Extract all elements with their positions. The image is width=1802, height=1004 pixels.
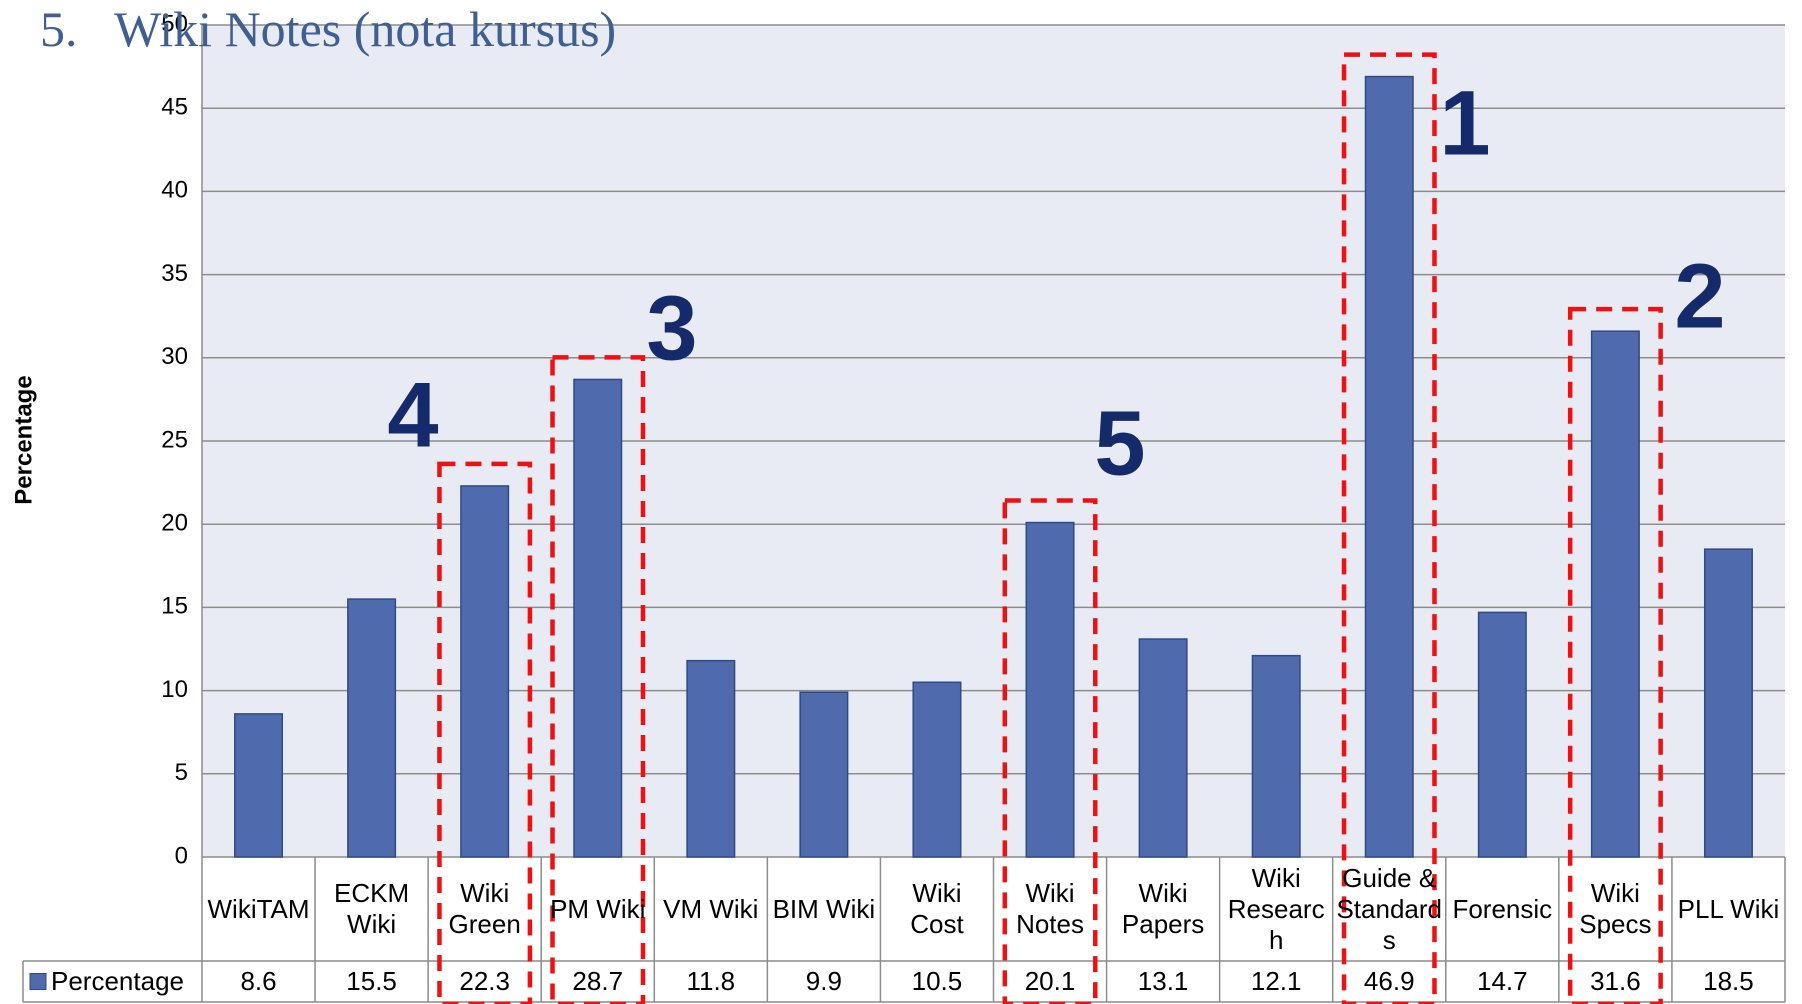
highlight-box bbox=[1567, 306, 1663, 1004]
y-tick-label: 45 bbox=[161, 94, 188, 121]
data-table-value: 13.1 bbox=[1137, 966, 1189, 996]
data-table-value: 10.5 bbox=[911, 966, 963, 996]
x-tick-label: Forensic bbox=[1452, 893, 1553, 924]
data-table-value: 20.1 bbox=[1024, 966, 1076, 996]
bar bbox=[1138, 638, 1188, 858]
data-table-value: 15.5 bbox=[346, 966, 397, 996]
legend-swatch bbox=[29, 973, 47, 990]
x-tick-label: Wiki Cost bbox=[910, 878, 964, 939]
x-tick-label: BIM Wiki bbox=[772, 893, 876, 924]
x-tick-label: Wiki Specs bbox=[1579, 878, 1652, 939]
y-tick-label: 5 bbox=[175, 759, 188, 786]
x-tick-label: Wiki Notes bbox=[1016, 878, 1084, 939]
x-tick-label: Wiki Papers bbox=[1121, 878, 1205, 939]
annotation-number: 3 bbox=[646, 277, 697, 379]
y-tick-label: 30 bbox=[161, 343, 188, 370]
highlight-box bbox=[437, 461, 533, 1004]
bar bbox=[460, 485, 510, 858]
y-tick-label: 15 bbox=[161, 593, 188, 620]
y-tick-label: 35 bbox=[161, 260, 188, 287]
bar bbox=[347, 598, 397, 858]
x-tick-label: WikiTAM bbox=[207, 893, 310, 924]
highlight-box bbox=[1002, 498, 1098, 1004]
data-table-value: 8.6 bbox=[240, 966, 277, 996]
annotation-number: 2 bbox=[1674, 245, 1725, 347]
data-table-value: 18.5 bbox=[1703, 966, 1754, 996]
annotation-number: 5 bbox=[1094, 392, 1145, 494]
y-tick-label: 40 bbox=[161, 177, 188, 204]
x-tick-label: ECKM Wiki bbox=[334, 878, 410, 939]
y-tick-label: 25 bbox=[161, 426, 188, 453]
data-table-value: 31.6 bbox=[1590, 966, 1641, 996]
bar bbox=[1477, 611, 1527, 858]
bar bbox=[1703, 548, 1753, 858]
data-table-value: 11.8 bbox=[686, 966, 736, 996]
x-tick-label: PM Wiki bbox=[550, 893, 646, 924]
y-tick-label: 50 bbox=[161, 10, 188, 37]
bar bbox=[799, 691, 849, 858]
data-table-value: 9.9 bbox=[805, 966, 842, 996]
y-tick-label: 0 bbox=[175, 842, 188, 869]
annotation-number: 1 bbox=[1439, 72, 1490, 174]
x-tick-label: VM Wiki bbox=[663, 893, 759, 924]
bar bbox=[686, 659, 736, 858]
y-tick-label: 20 bbox=[161, 510, 188, 537]
data-table-value: 14.7 bbox=[1477, 966, 1528, 996]
bar bbox=[1025, 521, 1075, 858]
data-table-value: 46.9 bbox=[1363, 966, 1415, 996]
x-tick-label: Wiki Green bbox=[448, 878, 521, 939]
bar bbox=[234, 713, 284, 858]
bar bbox=[1364, 75, 1414, 858]
bar bbox=[573, 378, 623, 858]
y-axis-label: Percentage bbox=[10, 375, 37, 504]
data-table-value: 22.3 bbox=[459, 966, 510, 996]
x-tick-label: Wiki Research bbox=[1227, 862, 1325, 955]
data-table-value: 28.7 bbox=[572, 966, 624, 996]
data-table-value: 12.1 bbox=[1250, 966, 1302, 996]
x-tick-label: Guide & Standards bbox=[1336, 862, 1442, 955]
y-tick-label: 10 bbox=[161, 676, 188, 703]
annotation-number: 4 bbox=[387, 364, 438, 466]
bar bbox=[1251, 654, 1301, 858]
bar bbox=[912, 681, 962, 858]
x-tick-label: PLL Wiki bbox=[1677, 893, 1780, 924]
title: 5. Wiki Notes (nota kursus) bbox=[40, 1, 617, 57]
highlight-box bbox=[550, 355, 646, 1004]
legend-label: Percentage bbox=[51, 966, 184, 996]
bar bbox=[1590, 330, 1640, 858]
